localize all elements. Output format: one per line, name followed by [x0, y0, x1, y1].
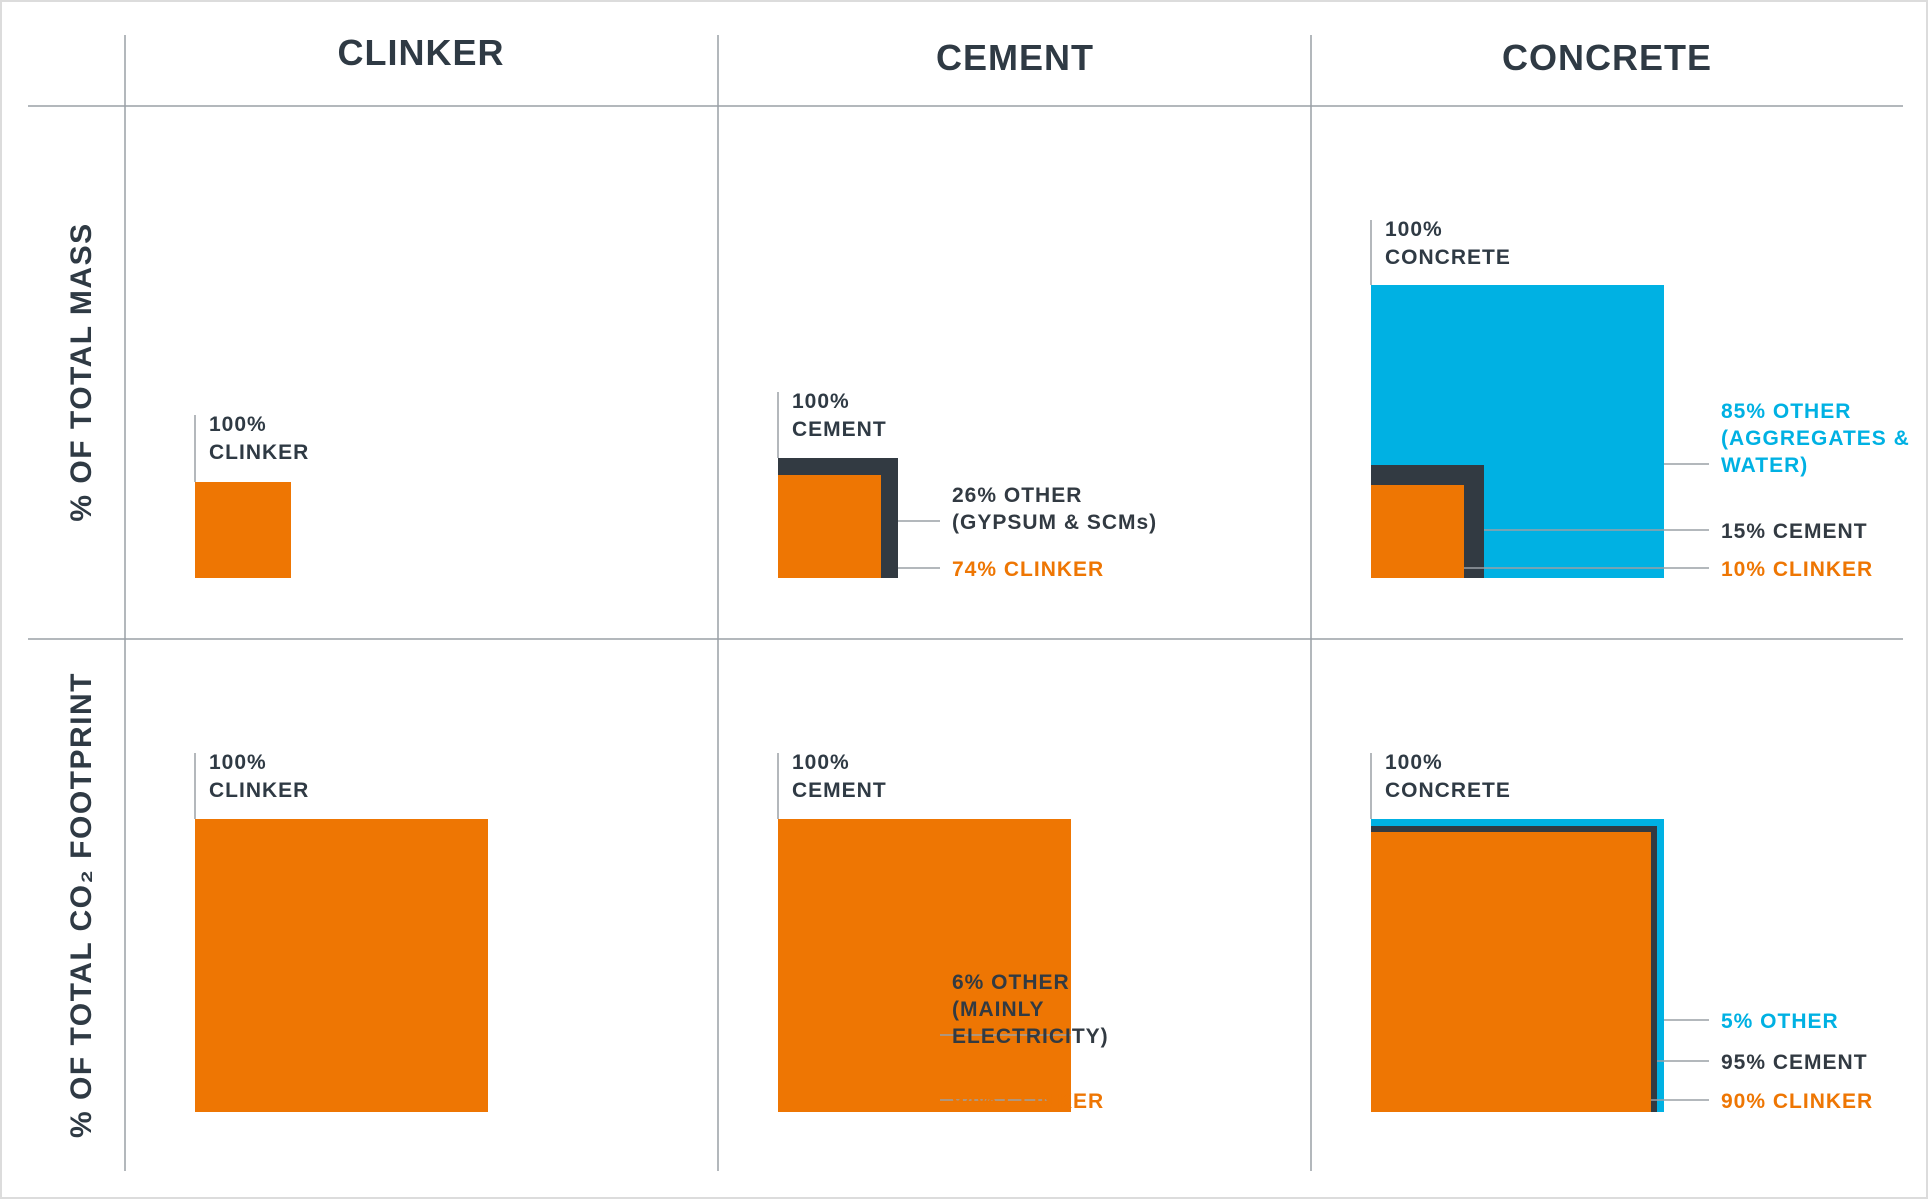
row-header: % OF TOTAL CO₂ FOOTPRINT: [65, 672, 98, 1138]
block-title: 100%: [1385, 218, 1443, 241]
segment-label: 10% CLINKER: [1721, 558, 1873, 581]
segment-label: 94% CLINKER: [952, 1090, 1104, 1113]
segment-label: (AGGREGATES &: [1721, 427, 1910, 450]
block-title: CONCRETE: [1385, 246, 1511, 269]
segment-label: 15% CEMENT: [1721, 520, 1868, 543]
block-title: 100%: [792, 751, 850, 774]
cell-cement-co2: 100% CEMENT 6% OTHER (MAINLY ELECTRICITY) 94%…: [777, 751, 1109, 1113]
block-title: 100%: [792, 390, 850, 413]
segment-label: 26% OTHER: [952, 484, 1082, 507]
block-title: 100%: [209, 751, 267, 774]
segment-label: 74% CLINKER: [952, 558, 1104, 581]
cell-cement-mass: 100% CEMENT 26% OTHER (GYPSUM & SCMs) 74% CL…: [777, 390, 1157, 581]
cell-concrete-co2: 100% CONCRETE 5% OTHER 95% CEMENT 90% CLINKE…: [1370, 751, 1873, 1113]
block-title: 100%: [209, 413, 267, 436]
block-title: 100%: [1385, 751, 1443, 774]
segment-label: 6% OTHER: [952, 971, 1070, 994]
segment-label: (MAINLY: [952, 998, 1045, 1021]
clinker-block: [1371, 485, 1464, 578]
block-title: CLINKER: [209, 441, 309, 464]
clinker-block: [195, 819, 488, 1112]
segment-label: WATER): [1721, 454, 1808, 477]
column-header: CONCRETE: [1502, 37, 1712, 78]
segment-label: (GYPSUM & SCMs): [952, 511, 1157, 534]
segment-label: ELECTRICITY): [952, 1025, 1109, 1048]
clinker-block: [778, 819, 1071, 1112]
segment-label: 85% OTHER: [1721, 400, 1851, 423]
segment-label: 5% OTHER: [1721, 1010, 1839, 1033]
segment-label: 95% CEMENT: [1721, 1051, 1868, 1074]
segment-label: 90% CLINKER: [1721, 1090, 1873, 1113]
cell-clinker-co2: 100% CLINKER: [194, 751, 488, 1112]
row-header: % OF TOTAL MASS: [65, 222, 98, 521]
clinker-block: [195, 482, 291, 578]
block-title: CEMENT: [792, 779, 887, 802]
cell-clinker-mass: 100% CLINKER: [194, 413, 309, 578]
cell-concrete-mass: 100% CONCRETE 85% OTHER (AGGREGATES & WATER)…: [1370, 218, 1910, 581]
clinker-block: [778, 475, 881, 578]
column-header: CLINKER: [338, 32, 505, 73]
block-title: CONCRETE: [1385, 779, 1511, 802]
column-header: CEMENT: [936, 37, 1094, 78]
clinker-block: [1371, 832, 1651, 1112]
block-title: CEMENT: [792, 418, 887, 441]
block-title: CLINKER: [209, 779, 309, 802]
